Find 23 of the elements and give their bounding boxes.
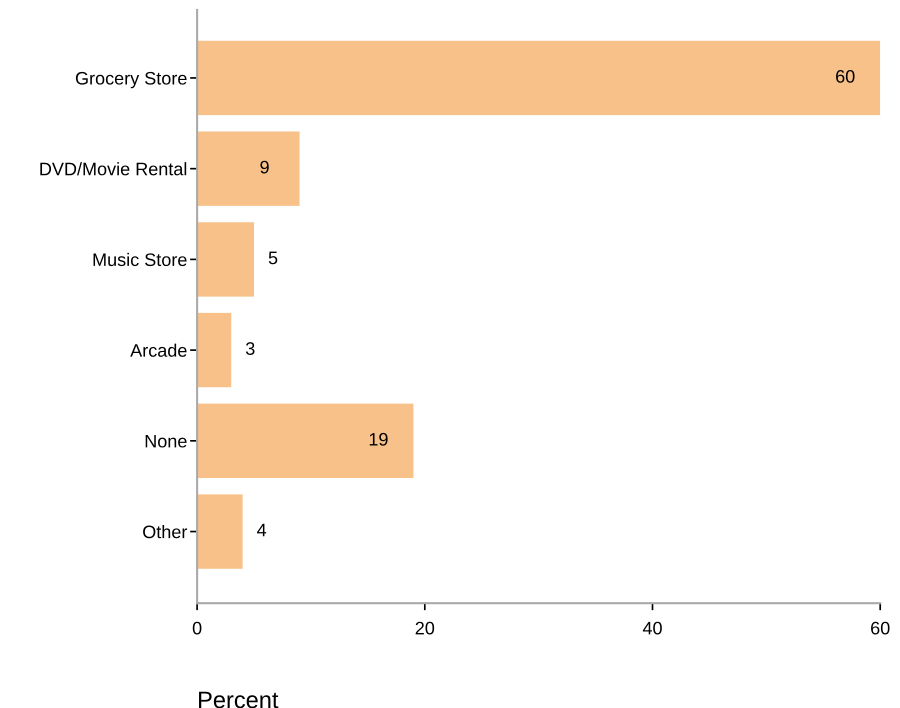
data-label: 60 [836,70,855,83]
bar [197,131,300,206]
bar [197,40,880,116]
x-axis-title: Percent [199,692,278,708]
data-label: 19 [370,432,388,446]
bar [197,312,232,388]
bar [197,222,254,297]
y-tick-label: Arcade [130,344,187,357]
data-label: 5 [268,252,278,264]
y-tick-label: DVD/Movie Rental [40,162,186,176]
x-tick-label: 20 [416,622,434,635]
y-tick-label: Grocery Store [76,72,187,88]
data-label: 4 [257,524,266,536]
bar [197,494,243,569]
y-tick-label: Music Store [94,252,187,266]
x-tick-label: 0 [192,622,202,635]
x-tick-label: 40 [642,622,662,635]
x-tick-label: 60 [871,622,890,635]
data-label: 9 [260,160,269,174]
y-tick-label: None [146,434,187,448]
y-tick-label: Other [143,525,188,538]
bar [197,404,414,478]
data-label: 3 [246,342,255,355]
